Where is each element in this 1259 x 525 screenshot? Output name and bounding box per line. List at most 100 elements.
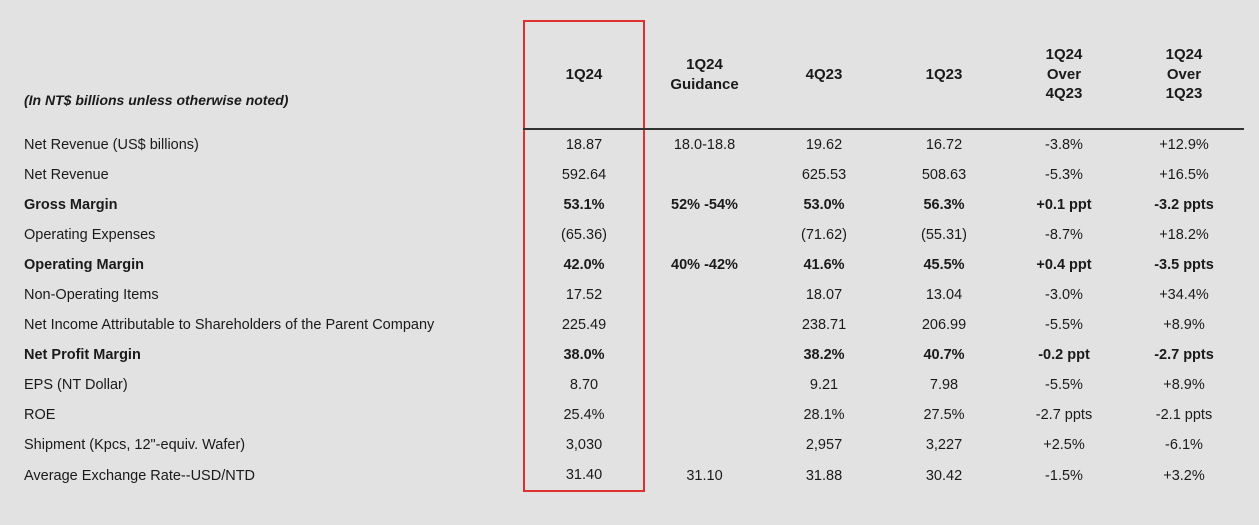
cell <box>644 430 764 460</box>
col-header-4q23: 4Q23 <box>764 21 884 129</box>
cell: 27.5% <box>884 400 1004 430</box>
row-label: Net Revenue <box>24 160 524 190</box>
table-row: Average Exchange Rate--USD/NTD31.4031.10… <box>24 460 1244 491</box>
cell: -2.1 ppts <box>1124 400 1244 430</box>
cell: 9.21 <box>764 370 884 400</box>
cell: 31.10 <box>644 460 764 491</box>
cell: 52% -54% <box>644 190 764 220</box>
table-row: ROE25.4% 28.1%27.5%-2.7 ppts-2.1 ppts <box>24 400 1244 430</box>
cell: +3.2% <box>1124 460 1244 491</box>
table-row: Gross Margin53.1%52% -54%53.0%56.3%+0.1 … <box>24 190 1244 220</box>
cell: 238.71 <box>764 310 884 340</box>
col-header-1q23: 1Q23 <box>884 21 1004 129</box>
cell: 53.0% <box>764 190 884 220</box>
cell <box>644 340 764 370</box>
row-label: ROE <box>24 400 524 430</box>
cell <box>644 400 764 430</box>
cell: 40% -42% <box>644 250 764 280</box>
units-note-cell: (In NT$ billions unless otherwise noted) <box>24 21 524 129</box>
cell: (65.36) <box>524 220 644 250</box>
table-body: Net Revenue (US$ billions)18.8718.0-18.8… <box>24 129 1244 491</box>
cell: 18.87 <box>524 129 644 160</box>
cell: 31.88 <box>764 460 884 491</box>
cell: 225.49 <box>524 310 644 340</box>
row-label: Net Income Attributable to Shareholders … <box>24 310 524 340</box>
cell: -0.2 ppt <box>1004 340 1124 370</box>
table-row: Shipment (Kpcs, 12"-equiv. Wafer)3,030 2,… <box>24 430 1244 460</box>
row-label: Net Profit Margin <box>24 340 524 370</box>
cell <box>644 220 764 250</box>
financial-table: (In NT$ billions unless otherwise noted)… <box>24 20 1244 492</box>
cell: (71.62) <box>764 220 884 250</box>
col-header-1q24-guidance: 1Q24Guidance <box>644 21 764 129</box>
cell: +34.4% <box>1124 280 1244 310</box>
cell: -3.0% <box>1004 280 1124 310</box>
cell: (55.31) <box>884 220 1004 250</box>
cell: +12.9% <box>1124 129 1244 160</box>
cell: -5.3% <box>1004 160 1124 190</box>
table-row: Net Profit Margin38.0%38.2%40.7%-0.2 ppt… <box>24 340 1244 370</box>
row-label: EPS (NT Dollar) <box>24 370 524 400</box>
cell: 625.53 <box>764 160 884 190</box>
cell: +8.9% <box>1124 370 1244 400</box>
cell: 16.72 <box>884 129 1004 160</box>
cell: +2.5% <box>1004 430 1124 460</box>
cell: 206.99 <box>884 310 1004 340</box>
col-header-1q24: 1Q24 <box>524 21 644 129</box>
cell: -2.7 ppts <box>1004 400 1124 430</box>
table-row: Non-Operating Items17.52 18.0713.04-3.0%+… <box>24 280 1244 310</box>
cell: -5.5% <box>1004 370 1124 400</box>
cell: -2.7 ppts <box>1124 340 1244 370</box>
cell: 42.0% <box>524 250 644 280</box>
table-row: EPS (NT Dollar)8.709.217.98-5.5%+8.9% <box>24 370 1244 400</box>
row-label: Average Exchange Rate--USD/NTD <box>24 460 524 491</box>
cell: 19.62 <box>764 129 884 160</box>
table-row: Net Revenue (US$ billions)18.8718.0-18.8… <box>24 129 1244 160</box>
table-row: Operating Expenses(65.36) (71.62)(55.31)-… <box>24 220 1244 250</box>
header-row: (In NT$ billions unless otherwise noted)… <box>24 21 1244 129</box>
table-row: Operating Margin42.0%40% -42%41.6%45.5%+… <box>24 250 1244 280</box>
table-row: Net Revenue592.64 625.53508.63-5.3%+16.5% <box>24 160 1244 190</box>
row-label: Operating Margin <box>24 250 524 280</box>
cell: 3,227 <box>884 430 1004 460</box>
cell <box>644 160 764 190</box>
cell <box>644 310 764 340</box>
cell: 41.6% <box>764 250 884 280</box>
cell: -5.5% <box>1004 310 1124 340</box>
cell: 45.5% <box>884 250 1004 280</box>
cell: 53.1% <box>524 190 644 220</box>
cell: +0.4 ppt <box>1004 250 1124 280</box>
cell: -6.1% <box>1124 430 1244 460</box>
cell: 3,030 <box>524 430 644 460</box>
cell: 38.0% <box>524 340 644 370</box>
cell: 25.4% <box>524 400 644 430</box>
cell: -3.2 ppts <box>1124 190 1244 220</box>
units-note: (In NT$ billions unless otherwise noted) <box>24 31 517 119</box>
row-label: Operating Expenses <box>24 220 524 250</box>
row-label: Shipment (Kpcs, 12"-equiv. Wafer) <box>24 430 524 460</box>
cell: 30.42 <box>884 460 1004 491</box>
cell: 7.98 <box>884 370 1004 400</box>
cell: 2,957 <box>764 430 884 460</box>
col-header-over-1q23: 1Q24Over1Q23 <box>1124 21 1244 129</box>
cell <box>644 370 764 400</box>
cell: -3.5 ppts <box>1124 250 1244 280</box>
table-row: Net Income Attributable to Shareholders … <box>24 310 1244 340</box>
cell: 18.07 <box>764 280 884 310</box>
cell <box>644 280 764 310</box>
cell: 31.40 <box>524 460 644 491</box>
cell: 13.04 <box>884 280 1004 310</box>
cell: -3.8% <box>1004 129 1124 160</box>
cell: +18.2% <box>1124 220 1244 250</box>
cell: 18.0-18.8 <box>644 129 764 160</box>
cell: 28.1% <box>764 400 884 430</box>
cell: -8.7% <box>1004 220 1124 250</box>
row-label: Non-Operating Items <box>24 280 524 310</box>
cell: 592.64 <box>524 160 644 190</box>
cell: 17.52 <box>524 280 644 310</box>
cell: 56.3% <box>884 190 1004 220</box>
cell: +0.1 ppt <box>1004 190 1124 220</box>
cell: 508.63 <box>884 160 1004 190</box>
cell: +16.5% <box>1124 160 1244 190</box>
cell: -1.5% <box>1004 460 1124 491</box>
